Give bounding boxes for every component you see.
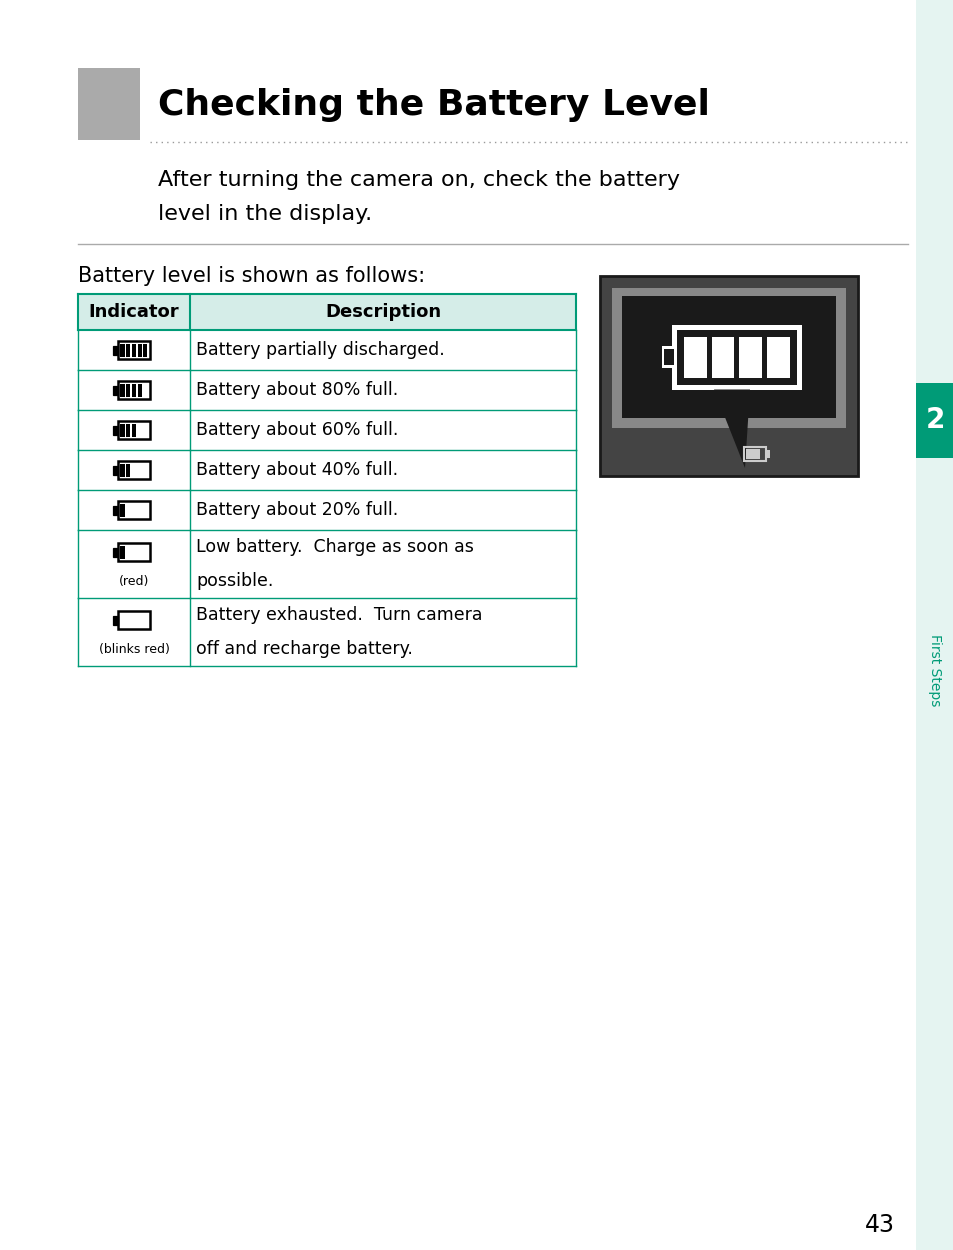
Text: level in the display.: level in the display. [158, 204, 372, 224]
Bar [112, 425, 118, 435]
Bar [663, 349, 673, 365]
Text: Battery about 20% full.: Battery about 20% full. [195, 501, 397, 519]
Bar [118, 381, 150, 399]
Text: (blinks red): (blinks red) [98, 642, 170, 656]
Text: off and recharge battery.: off and recharge battery. [195, 640, 413, 658]
Bar [132, 344, 136, 356]
Text: Battery partially discharged.: Battery partially discharged. [195, 341, 444, 359]
Bar [118, 501, 150, 519]
Bar [765, 450, 769, 458]
Bar [112, 465, 118, 475]
Text: First Steps: First Steps [927, 634, 941, 706]
Bar [126, 384, 131, 396]
Text: Description: Description [325, 302, 440, 321]
Bar [78, 294, 576, 330]
Bar [118, 421, 150, 439]
Bar [118, 611, 150, 629]
Bar [132, 384, 136, 396]
Bar [143, 344, 148, 356]
Bar [120, 545, 125, 559]
Bar [677, 330, 796, 385]
Bar [745, 449, 760, 459]
Text: Battery exhausted.  Turn camera: Battery exhausted. Turn camera [195, 606, 482, 624]
Bar [120, 464, 125, 476]
Text: Indicator: Indicator [89, 302, 179, 321]
Text: possible.: possible. [195, 572, 274, 590]
Text: 43: 43 [864, 1212, 894, 1238]
Text: Low battery.  Charge as soon as: Low battery. Charge as soon as [195, 538, 474, 556]
Bar [126, 464, 131, 476]
Bar [137, 384, 142, 396]
Bar [599, 276, 857, 476]
Text: Checking the Battery Level: Checking the Battery Level [158, 88, 709, 122]
Bar [120, 344, 125, 356]
Bar [112, 385, 118, 395]
Bar [78, 68, 140, 140]
Bar [118, 341, 150, 359]
Bar [661, 346, 675, 368]
Bar [118, 542, 150, 561]
Bar [915, 0, 953, 1250]
Text: Battery about 40% full.: Battery about 40% full. [195, 461, 397, 479]
Bar [739, 336, 761, 377]
Bar [621, 296, 835, 418]
Bar [612, 288, 845, 428]
Text: (red): (red) [119, 575, 149, 587]
Bar [711, 336, 734, 377]
Bar [112, 548, 118, 556]
Bar [915, 382, 953, 458]
Bar [120, 424, 125, 436]
Text: 2: 2 [924, 406, 943, 434]
Text: Battery about 60% full.: Battery about 60% full. [195, 421, 398, 439]
Bar [120, 384, 125, 396]
Text: Battery level is shown as follows:: Battery level is shown as follows: [78, 266, 425, 286]
Bar [743, 448, 765, 461]
Text: After turning the camera on, check the battery: After turning the camera on, check the b… [158, 170, 679, 190]
Bar [766, 336, 789, 377]
Bar [112, 345, 118, 355]
Bar [137, 344, 142, 356]
Bar [112, 615, 118, 625]
Bar [683, 336, 706, 377]
Text: Battery about 80% full.: Battery about 80% full. [195, 381, 397, 399]
Bar [112, 505, 118, 515]
Bar [120, 504, 125, 516]
Bar [126, 344, 131, 356]
Bar [671, 325, 801, 390]
Bar [126, 424, 131, 436]
Bar [132, 424, 136, 436]
Bar [118, 461, 150, 479]
Polygon shape [713, 390, 749, 468]
